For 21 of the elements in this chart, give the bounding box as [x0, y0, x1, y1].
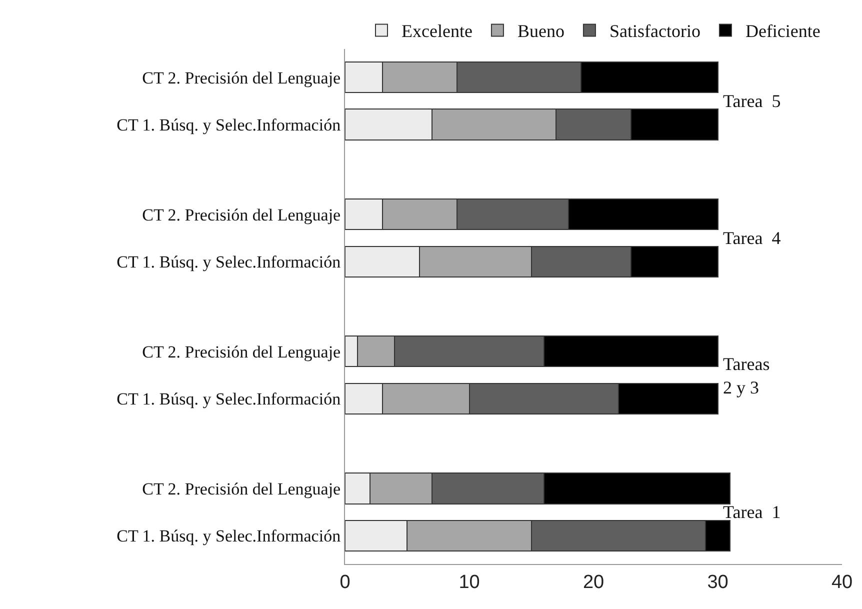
x-tick-label: 0	[340, 572, 350, 593]
legend-label: Excelente	[402, 21, 472, 42]
x-tick-label: 20	[582, 572, 604, 593]
y-tick-label: CT 1. Búsq. y Selec.Información	[116, 390, 342, 409]
y-tick-label: CT 2. Precisión del Lenguaje	[142, 68, 341, 88]
y-tick-label: CT 1. Búsq. y Selec.Información	[116, 116, 342, 135]
y-tick-label: CT 2. Precisión del Lenguaje	[142, 205, 341, 224]
annotation: Tarea 1	[723, 502, 781, 522]
y-tick-label: CT 1. Búsq. y Selec.Información	[116, 526, 342, 546]
x-tick-label: 10	[458, 572, 480, 593]
legend-label: Satisfactorio	[609, 21, 700, 42]
annotation: Tareas 2 y 3	[723, 354, 770, 398]
annotation: Tarea 4	[723, 228, 781, 248]
annotation: Tarea 5	[723, 91, 781, 111]
legend-label: Bueno	[517, 21, 564, 42]
x-tick-label: 40	[831, 572, 853, 593]
y-tick-label: CT 1. Búsq. y Selec.Información	[116, 252, 342, 272]
y-tick-label: CT 2. Precisión del Lenguaje	[142, 479, 341, 498]
legend-label: Deficiente	[745, 21, 820, 42]
y-tick-label: CT 2. Precisión del Lenguaje	[142, 342, 341, 362]
x-tick-label: 30	[707, 572, 728, 593]
